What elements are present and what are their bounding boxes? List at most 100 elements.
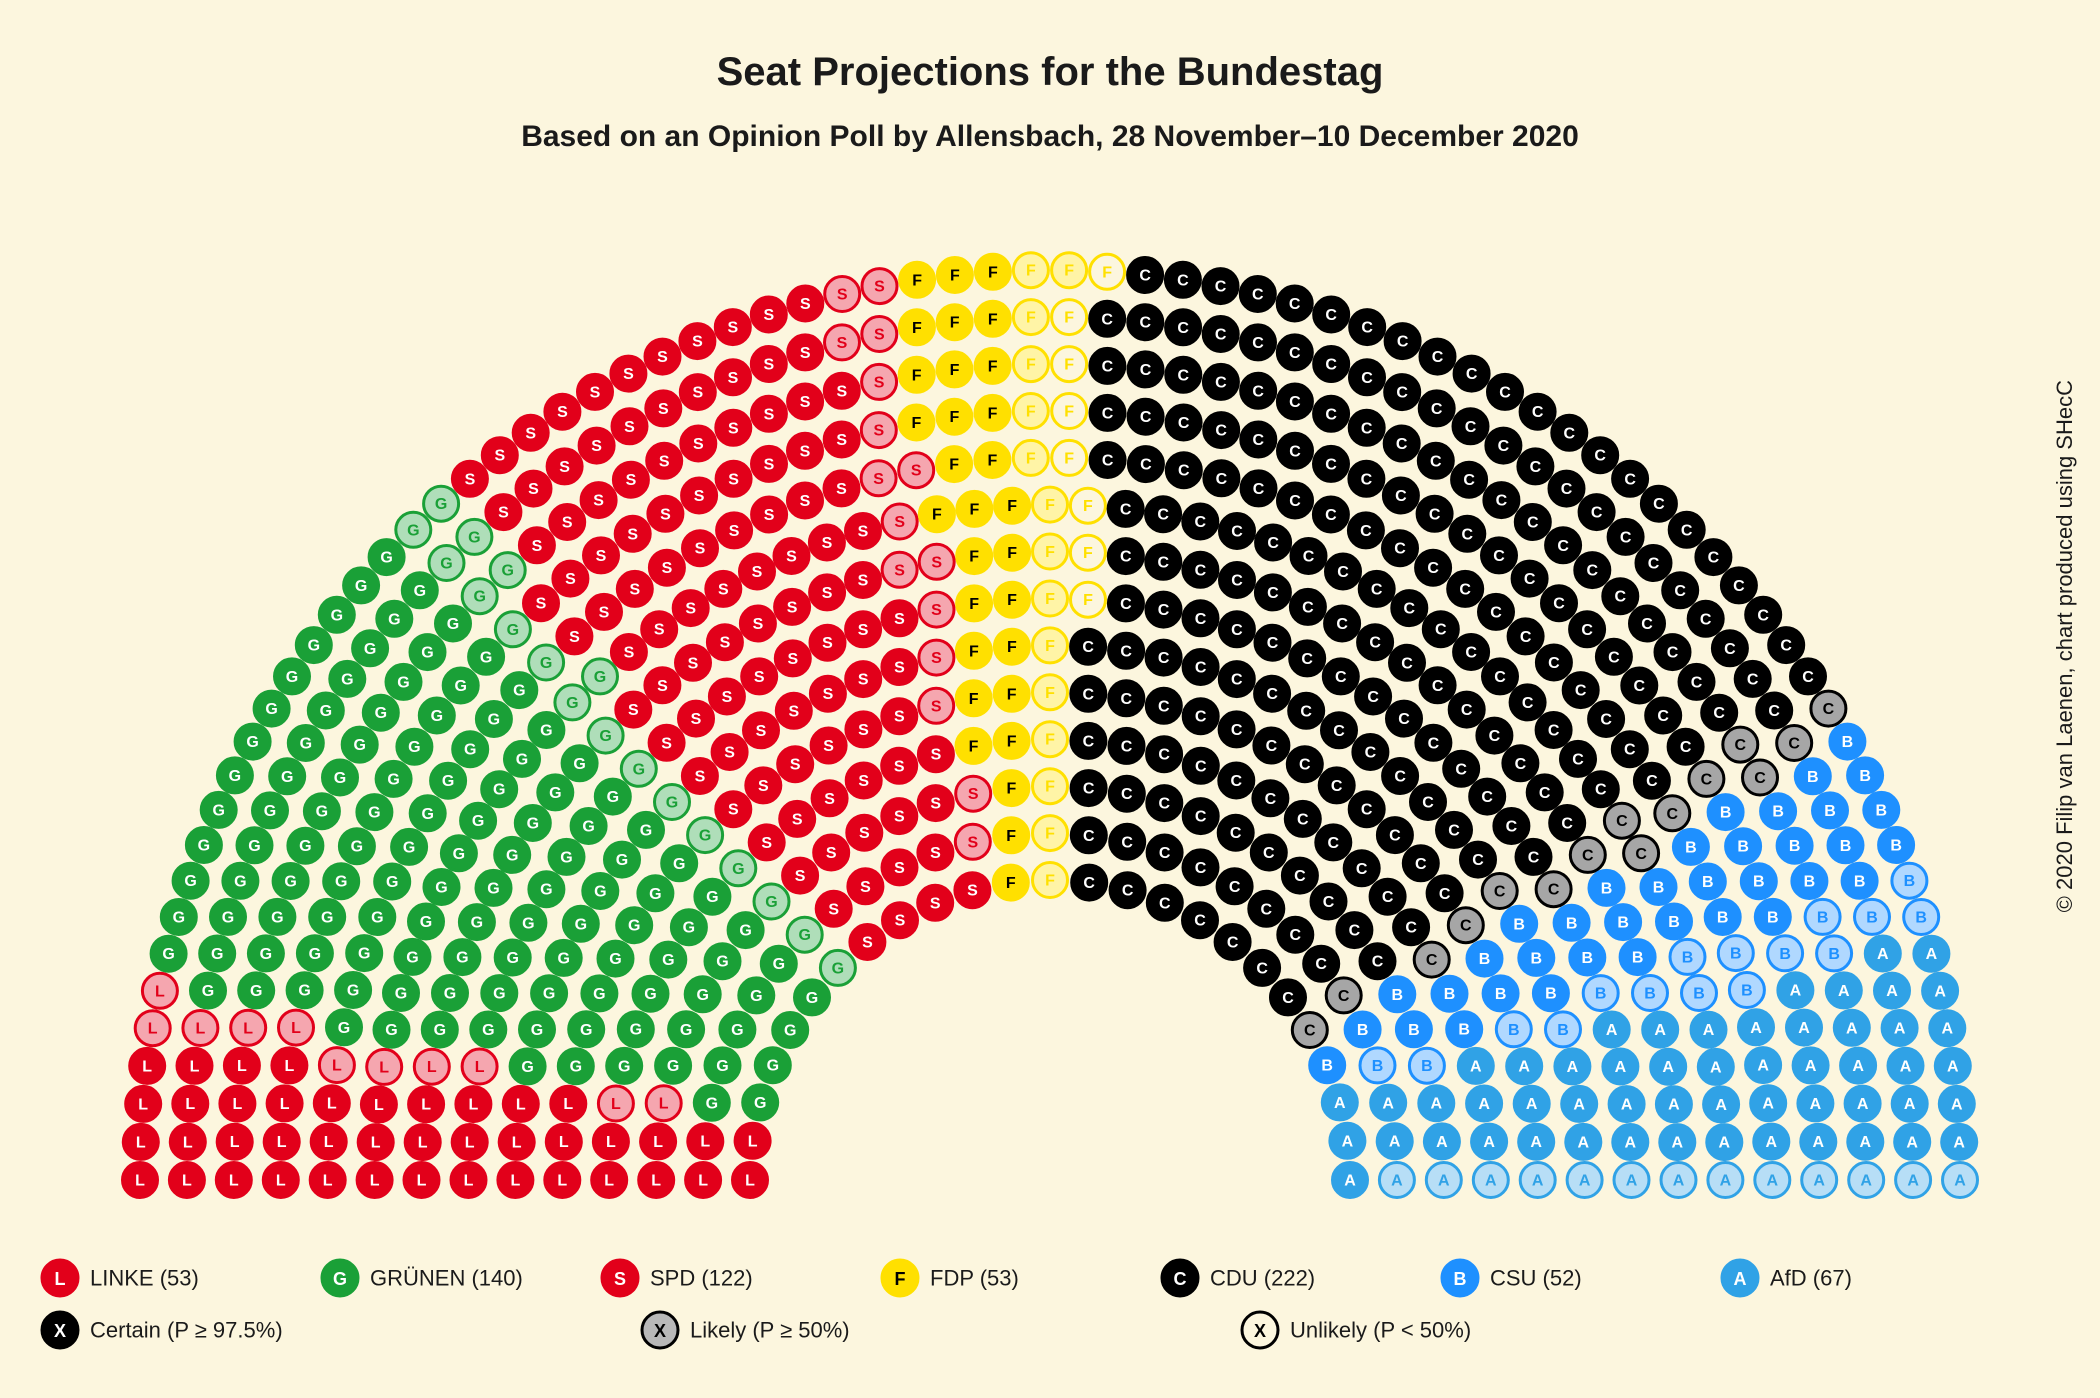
- seat: G: [461, 803, 496, 838]
- seat: C: [1316, 825, 1351, 860]
- seat: C: [1108, 491, 1143, 526]
- svg-text:F: F: [988, 358, 998, 375]
- svg-text:L: L: [233, 1096, 243, 1113]
- svg-text:C: C: [1539, 785, 1551, 802]
- seat: L: [220, 1086, 255, 1121]
- svg-text:C: C: [1768, 703, 1780, 720]
- svg-text:S: S: [837, 287, 848, 304]
- svg-text:C: C: [1302, 599, 1314, 616]
- seat: A: [1594, 1012, 1629, 1047]
- seat: G: [424, 486, 459, 521]
- svg-text:C: C: [1435, 622, 1447, 639]
- svg-text:S: S: [624, 645, 635, 662]
- svg-text:S: S: [695, 541, 706, 558]
- seat: A: [1801, 1124, 1836, 1159]
- seat: L: [545, 1163, 580, 1198]
- seat: S: [824, 422, 859, 457]
- svg-text:S: S: [692, 385, 703, 402]
- svg-text:C: C: [1121, 738, 1133, 755]
- svg-text:F: F: [1007, 733, 1017, 750]
- svg-text:F: F: [1007, 781, 1017, 798]
- seat: L: [216, 1163, 251, 1198]
- seat: G: [462, 579, 497, 614]
- seat: C: [1108, 539, 1143, 574]
- seat: S: [642, 612, 677, 647]
- seat: S: [683, 531, 718, 566]
- svg-text:L: L: [698, 1173, 708, 1190]
- seat: G: [347, 936, 382, 971]
- svg-text:G: G: [222, 909, 234, 926]
- seat: C: [1510, 685, 1545, 720]
- svg-text:C: C: [1691, 674, 1703, 691]
- svg-text:C: C: [1289, 394, 1301, 411]
- seat: G: [377, 601, 412, 636]
- svg-text:G: G: [798, 927, 810, 944]
- svg-text:C: C: [1426, 952, 1438, 969]
- svg-text:A: A: [1894, 1021, 1906, 1038]
- seat: C: [1323, 659, 1358, 694]
- seat: C: [1655, 635, 1690, 670]
- seat: A: [1942, 1124, 1977, 1159]
- svg-text:G: G: [549, 785, 561, 802]
- seat: G: [357, 795, 392, 830]
- svg-text:C: C: [1427, 560, 1439, 577]
- svg-text:S: S: [692, 334, 703, 351]
- seat: S: [612, 409, 647, 444]
- seat: F: [975, 348, 1010, 383]
- svg-text:C: C: [1120, 501, 1132, 518]
- svg-text:G: G: [353, 737, 365, 754]
- seat: C: [1350, 310, 1385, 345]
- svg-text:G: G: [765, 894, 777, 911]
- svg-text:B: B: [1717, 910, 1729, 927]
- svg-text:G: G: [594, 669, 606, 686]
- svg-text:L: L: [611, 1096, 621, 1113]
- seat: L: [593, 1124, 628, 1159]
- seat: L: [551, 1086, 586, 1121]
- seat: S: [547, 449, 582, 484]
- seat: C: [1314, 297, 1349, 332]
- seat: B: [1855, 899, 1890, 934]
- seat: S: [783, 858, 818, 893]
- svg-text:C: C: [1561, 481, 1573, 498]
- svg-text:S: S: [822, 585, 833, 602]
- svg-text:C: C: [1231, 672, 1243, 689]
- seat: C: [1311, 884, 1346, 919]
- seat: L: [641, 1124, 676, 1159]
- seat: G: [443, 668, 478, 703]
- seat: F: [956, 728, 991, 763]
- svg-text:A: A: [1947, 1058, 1959, 1075]
- svg-text:C: C: [1158, 650, 1170, 667]
- svg-text:C: C: [1735, 737, 1747, 754]
- svg-text:C: C: [1369, 635, 1381, 652]
- svg-text:G: G: [248, 838, 260, 855]
- seat: S: [846, 763, 881, 798]
- svg-text:L: L: [379, 1059, 389, 1076]
- seat: C: [1165, 262, 1200, 297]
- svg-text:S: S: [614, 1269, 626, 1289]
- svg-text:L: L: [469, 1097, 479, 1114]
- seat: A: [1614, 1163, 1649, 1198]
- svg-text:S: S: [659, 453, 670, 470]
- svg-text:G: G: [434, 1022, 446, 1039]
- svg-text:S: S: [691, 711, 702, 728]
- seat: L: [546, 1124, 581, 1159]
- seat: G: [353, 631, 388, 666]
- svg-text:L: L: [182, 1173, 192, 1190]
- seat: B: [1830, 724, 1865, 759]
- svg-text:G: G: [333, 1269, 347, 1289]
- svg-text:C: C: [1582, 847, 1594, 864]
- svg-text:C: C: [1140, 457, 1152, 474]
- seat: C: [1349, 461, 1384, 496]
- seat: C: [1110, 873, 1145, 908]
- svg-text:A: A: [1762, 1096, 1774, 1113]
- seat: B: [1817, 936, 1852, 971]
- seat: C: [1552, 415, 1587, 450]
- svg-text:S: S: [894, 514, 905, 531]
- seat: B: [1892, 863, 1927, 898]
- seat: L: [639, 1163, 674, 1198]
- seat: S: [646, 391, 681, 426]
- svg-text:C: C: [1432, 349, 1444, 366]
- chart-subtitle: Based on an Opinion Poll by Allensbach, …: [0, 120, 2100, 154]
- seat: G: [476, 702, 511, 737]
- seat: C: [1256, 525, 1291, 560]
